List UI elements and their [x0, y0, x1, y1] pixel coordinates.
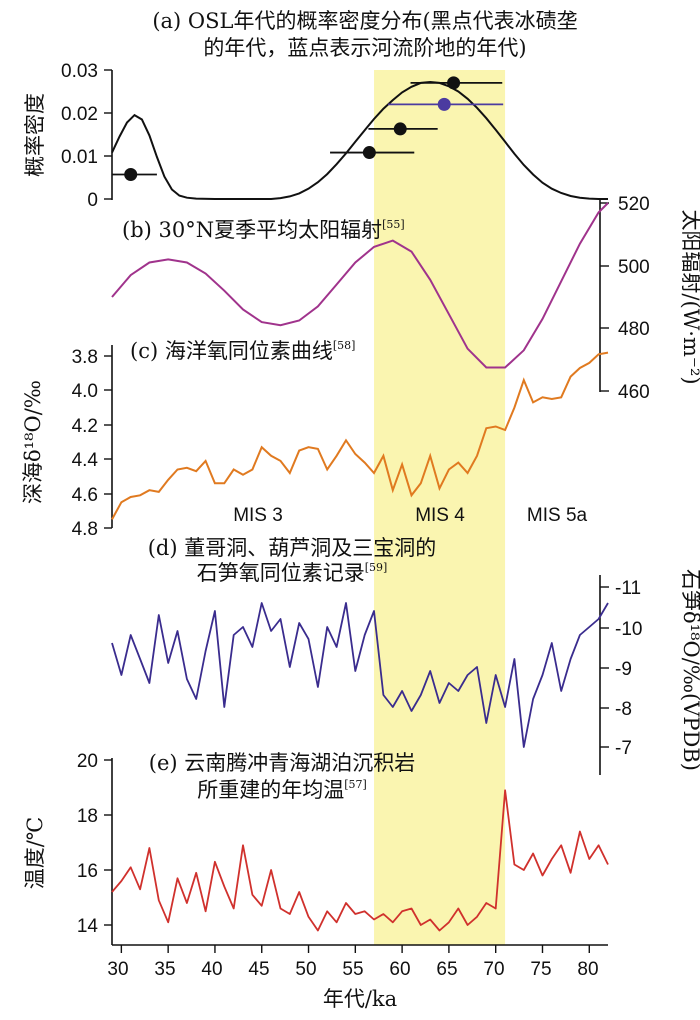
panel-e-ytick-label: 16 [77, 861, 98, 882]
x-axis-label: 年代/ka [323, 987, 397, 1011]
panel-c: (c) 海洋氧同位素曲线[58] 3.8 4.0 4.2 4.4 4.6 4.8… [21, 339, 609, 540]
panel-b-ylabel: 太阳辐射/(W·m⁻²) [679, 209, 700, 384]
panel-d-ytick-label: -11 [615, 578, 641, 599]
panel-e-ytick-label: 14 [77, 916, 99, 937]
panel-c-title-ref: [58] [333, 339, 356, 352]
panel-e-title-line1: (e) 云南腾冲青海湖泊沉积岩 [149, 751, 416, 775]
panel-d-ylabel: 石笋δ¹⁸O/‰(VPDB) [679, 569, 700, 771]
panel-e-ylabel: 温度/℃ [23, 817, 47, 890]
moraine-point [447, 76, 461, 90]
panel-c-title-text: (c) 海洋氧同位素曲线 [130, 339, 333, 363]
panel-e-ytick-label: 20 [77, 751, 98, 772]
panel-d-ytick-label: -7 [615, 738, 632, 759]
x-tick-label: 75 [530, 959, 551, 980]
x-axis-ticks [120, 945, 590, 953]
x-tick-label: 65 [436, 959, 457, 980]
panel-d-ytick-label: -9 [615, 659, 632, 680]
x-tick-label: 50 [295, 959, 316, 980]
panel-e-title-line2: 所重建的年均温 [197, 778, 344, 802]
x-tick-label: 60 [389, 959, 410, 980]
panel-e-temperature-curve [111, 789, 609, 932]
x-tick-label: 45 [248, 959, 269, 980]
x-tick-label: 30 [107, 959, 128, 980]
panel-a-ylabel: 概率密度 [23, 93, 47, 177]
x-tick-label: 80 [577, 959, 598, 980]
panel-b-title-ref: [55] [382, 218, 405, 231]
panel-c-ocean-curve [111, 351, 609, 520]
panel-e: (e) 云南腾冲青海湖泊沉积岩 所重建的年均温[57] 20 18 16 14 … [23, 751, 609, 1011]
panel-b: (b) 30°N夏季平均太阳辐射[55] 520 500 480 460 太阳辐… [111, 194, 700, 403]
panel-c-ytick-label: 4.2 [72, 416, 98, 437]
panel-c-ytick-label: 4.0 [72, 381, 98, 402]
panel-a-density-curve [111, 80, 608, 200]
panel-a: (a) OSL年代的概率密度分布(黑点代表冰碛垄 的年代，蓝点表示河流阶地的年代… [23, 9, 608, 211]
panel-a-ytick-label: 0.03 [61, 61, 98, 82]
panel-b-ytick-label: 500 [618, 257, 650, 278]
x-tick-label: 40 [201, 959, 222, 980]
panel-c-ylabel: 深海δ¹⁸O/‰ [21, 380, 45, 504]
panel-b-ytick-label: 520 [618, 194, 650, 215]
highlight-band [374, 70, 506, 945]
panel-d: (d) 董哥洞、葫芦洞及三宝洞的 石笋氧同位素记录[59] -11 -10 -9… [111, 536, 700, 775]
panel-e-ytick-label: 18 [77, 806, 98, 827]
x-tick-label: 70 [483, 959, 504, 980]
panel-d-title-line2: 石笋氧同位素记录 [197, 561, 365, 585]
stage-label-mis5a: MIS 5a [527, 505, 588, 526]
panel-d-stalagmite-curve [111, 602, 609, 748]
moraine-point [393, 122, 407, 136]
panel-a-title-line1: (a) OSL年代的概率密度分布(黑点代表冰碛垄 [152, 9, 577, 33]
panel-a-points [112, 76, 504, 181]
panel-c-ytick-label: 3.8 [72, 347, 98, 368]
stage-label-mis3: MIS 3 [233, 505, 283, 526]
panel-c-title: (c) 海洋氧同位素曲线[58] [130, 339, 355, 363]
panel-a-title-line2: 的年代，蓝点表示河流阶地的年代) [203, 36, 526, 60]
panel-b-ytick-label: 480 [618, 319, 650, 340]
stage-label-mis4: MIS 4 [415, 505, 465, 526]
panel-d-ytick-label: -10 [615, 619, 642, 640]
moraine-point [362, 146, 376, 160]
panel-e-title-ref: [57] [344, 778, 367, 791]
panel-d-ytick-label: -8 [615, 699, 632, 720]
panel-d-title: 石笋氧同位素记录[59] [197, 561, 388, 585]
panel-a-ytick-label: 0.01 [61, 147, 98, 168]
panel-c-ytick-label: 4.4 [72, 450, 99, 471]
panel-e-title: 所重建的年均温[57] [197, 778, 367, 802]
panel-c-ytick-label: 4.8 [72, 519, 98, 540]
panel-a-ytick-label: 0 [87, 190, 98, 211]
panel-b-title-text: (b) 30°N夏季平均太阳辐射 [122, 218, 382, 242]
x-tick-label: 55 [342, 959, 363, 980]
panel-d-title-ref: [59] [365, 561, 388, 574]
terrace-point [437, 97, 451, 111]
moraine-point [124, 167, 138, 181]
x-tick-label: 35 [154, 959, 175, 980]
panel-b-title: (b) 30°N夏季平均太阳辐射[55] [122, 218, 405, 242]
panel-b-ytick-label: 460 [618, 382, 650, 403]
panel-a-ytick-label: 0.02 [61, 104, 98, 125]
panel-b-insolation-curve [111, 202, 609, 369]
panel-d-title-line1: (d) 董哥洞、葫芦洞及三宝洞的 [148, 536, 437, 560]
panel-c-ytick-label: 4.6 [72, 485, 98, 506]
